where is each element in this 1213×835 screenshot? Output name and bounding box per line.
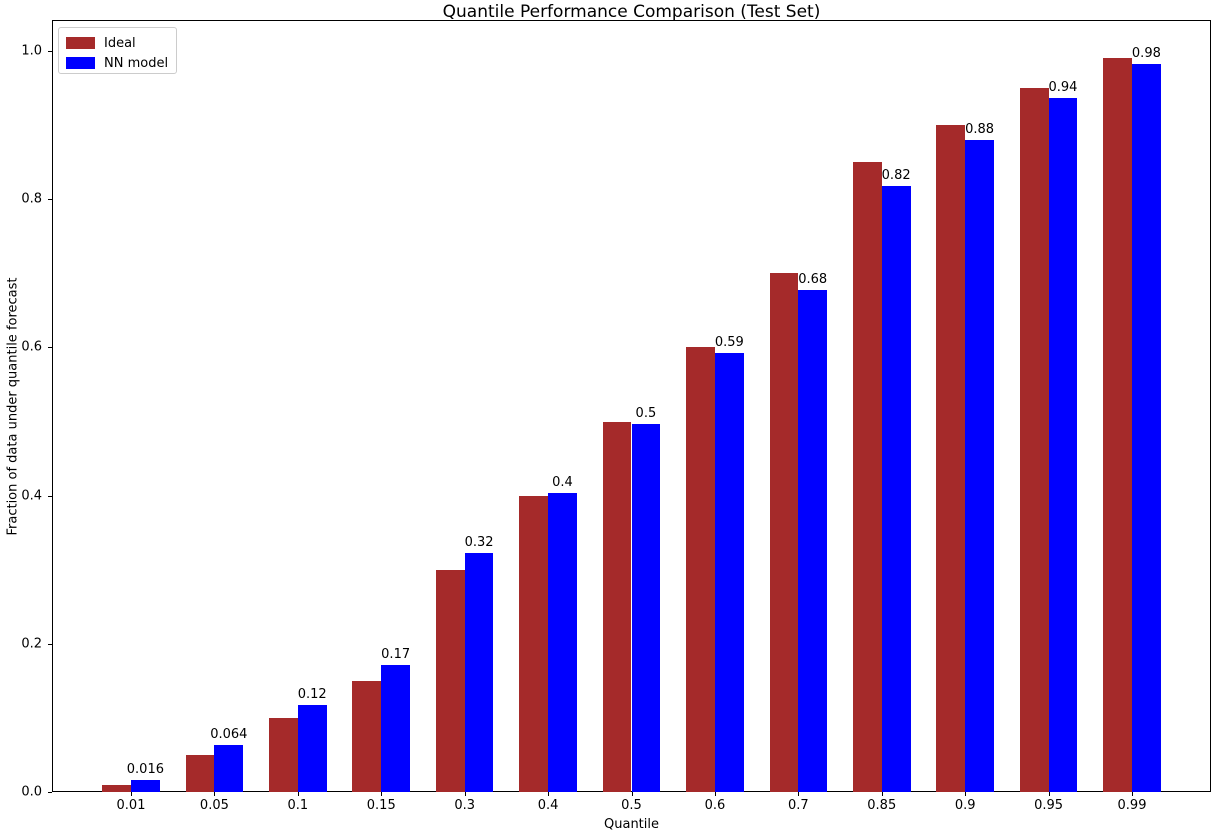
x-tick-label: 0.85 (867, 798, 897, 813)
x-tick-mark (1132, 792, 1133, 796)
x-tick-mark (714, 792, 716, 796)
x-tick-label: 0.4 (537, 798, 559, 813)
legend-swatch-ideal (66, 37, 95, 49)
x-tick-mark (464, 792, 466, 796)
x-tick-mark (631, 792, 633, 796)
x-tick-mark (381, 792, 383, 796)
legend-label-ideal: Ideal (104, 35, 136, 51)
x-tick-label: 0.3 (454, 798, 475, 813)
x-tick-label: 0.15 (366, 798, 396, 813)
x-tick-mark (798, 792, 800, 796)
x-tick-mark (548, 792, 550, 796)
x-tick-label: 0.9 (954, 798, 976, 813)
y-tick-label: 0.2 (21, 636, 42, 652)
y-tick-label: 1.0 (21, 43, 42, 59)
x-tick-mark (1048, 792, 1050, 796)
x-tick-mark (214, 792, 216, 796)
x-tick-label: 0.01 (116, 798, 146, 813)
y-tick-label: 0.6 (21, 339, 42, 355)
legend-swatch-nn-model (66, 57, 95, 69)
chart-title: Quantile Performance Comparison (Test Se… (442, 2, 821, 22)
legend-label-nn-model: NN model (104, 55, 169, 71)
legend-item-nn-model: NN model (66, 54, 168, 72)
x-tick-label: 0.1 (287, 798, 309, 813)
x-tick-label: 0.5 (621, 798, 642, 813)
legend-item-ideal: Ideal (66, 34, 168, 52)
x-tick-label: 0.05 (199, 798, 229, 813)
y-tick-label: 0.0 (21, 784, 42, 800)
y-tick-label: 0.8 (21, 191, 42, 207)
legend: Ideal NN model (58, 27, 177, 74)
x-axis-label: Quantile (604, 817, 659, 832)
y-tick-label: 0.4 (21, 488, 42, 504)
x-tick-mark (881, 792, 883, 796)
x-tick-mark (965, 792, 967, 796)
x-tick-mark (131, 792, 132, 796)
x-tick-label: 0.6 (704, 798, 726, 813)
x-tick-label: 0.99 (1117, 798, 1147, 813)
y-axis-label: Fraction of data under quantile forecast (5, 277, 21, 536)
x-tick-mark (297, 792, 299, 796)
y-tick-mark (48, 792, 52, 793)
x-tick-label: 0.7 (787, 798, 809, 813)
x-tick-label: 0.95 (1034, 798, 1064, 813)
plot-area (52, 20, 1211, 792)
